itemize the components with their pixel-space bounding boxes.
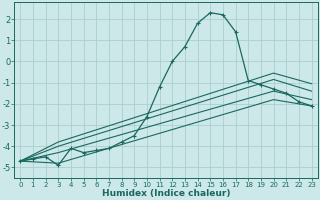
X-axis label: Humidex (Indice chaleur): Humidex (Indice chaleur) <box>102 189 230 198</box>
